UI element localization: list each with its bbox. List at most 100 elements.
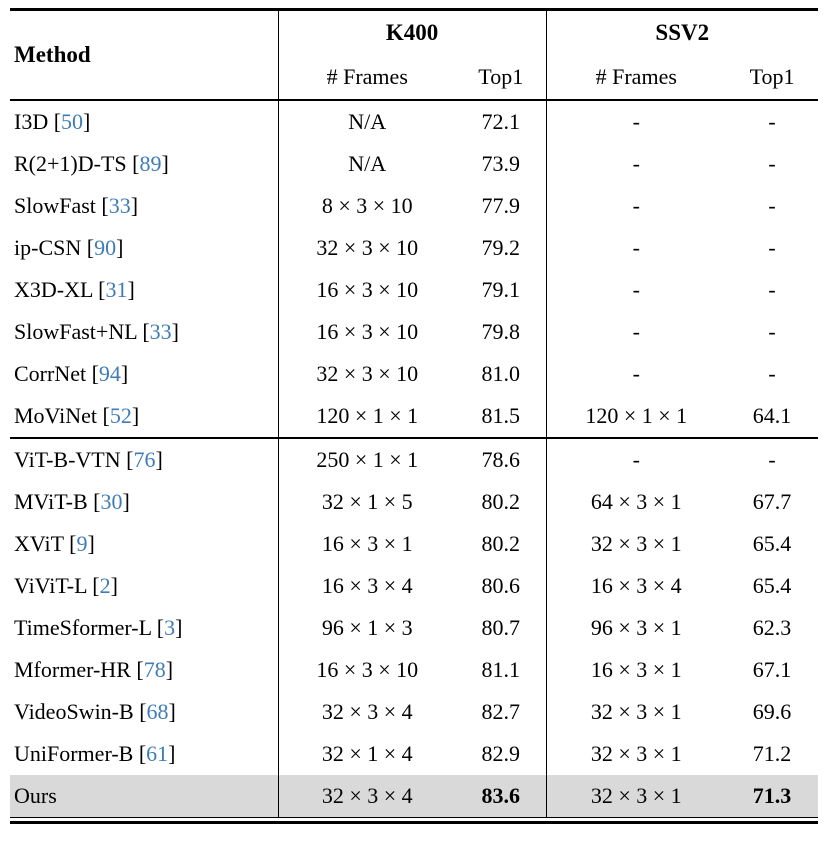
citation-link[interactable]: [94] — [92, 361, 129, 386]
ssv2-frames-cell: - — [545, 438, 727, 481]
ssv2-top1-cell: - — [768, 151, 776, 176]
k400-top1-cell: 81.5 — [481, 403, 521, 428]
method-cell: SlowFast [33] — [10, 185, 278, 227]
table-row: MoViNet [52] 120 × 1 × 1 81.5 120 × 1 × … — [10, 395, 818, 438]
ssv2-frames-cell: 32 × 3 × 1 — [545, 733, 727, 775]
citation-link[interactable]: [61] — [139, 741, 176, 766]
citation-close-bracket: ] — [87, 531, 95, 556]
citation-link[interactable]: [3] — [157, 615, 183, 640]
ssv2-top1-cell: - — [768, 447, 776, 472]
k400-frames-cell: 250 × 1 × 1 — [277, 438, 456, 481]
ssv2-top1-cell: - — [768, 109, 776, 134]
table-row: SlowFast+NL [33] 16 × 3 × 10 79.8 - - — [10, 311, 818, 353]
citation-link[interactable]: [52] — [103, 403, 140, 428]
citation-number: 68 — [146, 699, 169, 724]
k400-frames-cell: 32 × 3 × 10 — [277, 353, 456, 395]
ssv2-frames-cell: - — [545, 185, 727, 227]
citation-open-bracket: [ — [86, 235, 95, 260]
ssv2-frames-cell: - — [545, 100, 727, 143]
citation-link[interactable]: [9] — [69, 531, 95, 556]
citation-close-bracket: ] — [120, 361, 129, 386]
citation-link[interactable]: [33] — [142, 319, 179, 344]
k400-frames-cell: N/A — [277, 100, 456, 143]
ssv2-frames-cell: 16 × 3 × 1 — [545, 649, 727, 691]
ssv2-top1-header: Top1 — [749, 64, 795, 89]
citation-link[interactable]: [30] — [93, 489, 130, 514]
citation-number: 90 — [94, 235, 117, 260]
method-name: MViT-B — [14, 489, 88, 514]
citation-close-bracket: ] — [168, 699, 176, 724]
citation-close-bracket: ] — [110, 573, 118, 598]
citation-open-bracket: [ — [102, 403, 110, 428]
ssv2-frames-cell: - — [545, 353, 727, 395]
ssv2-top1-cell: 62.3 — [752, 615, 792, 640]
citation-link[interactable]: [76] — [126, 447, 163, 472]
citation-close-bracket: ] — [116, 235, 124, 260]
table-row: VideoSwin-B [68] 32 × 3 × 4 82.7 32 × 3 … — [10, 691, 818, 733]
k400-top1-cell: 79.2 — [481, 235, 521, 260]
citation-link[interactable]: [68] — [139, 699, 176, 724]
table-row: SlowFast [33] 8 × 3 × 10 77.9 - - — [10, 185, 818, 227]
method-name: ViT-B-VTN — [14, 447, 121, 472]
method-cell: CorrNet [94] — [10, 353, 278, 395]
citation-number: 61 — [146, 741, 169, 766]
citation-close-bracket: ] — [168, 741, 176, 766]
citation-number: 76 — [133, 447, 156, 472]
citation-open-bracket: [ — [136, 657, 144, 682]
k400-top1-cell: 80.7 — [481, 615, 521, 640]
ssv2-top1-cell: 69.6 — [752, 699, 792, 724]
method-name: ViViT-L — [14, 573, 87, 598]
ssv2-top1-cell: - — [768, 319, 776, 344]
method-name: UniFormer-B — [14, 741, 134, 766]
citation-link[interactable]: [50] — [54, 109, 91, 134]
citation-number: 31 — [105, 277, 128, 302]
citation-link[interactable]: [89] — [132, 151, 169, 176]
citation-open-bracket: [ — [53, 109, 62, 134]
k400-top1-cell: 79.1 — [481, 277, 521, 302]
ssv2-top1-cell: - — [768, 361, 776, 386]
k400-frames-cell: 32 × 3 × 4 — [277, 691, 456, 733]
method-name: MoViNet — [14, 403, 98, 428]
k400-frames-cell: 16 × 3 × 1 — [277, 523, 456, 565]
k400-top1-cell: 73.9 — [481, 151, 521, 176]
method-name: SlowFast — [14, 193, 96, 218]
citation-close-bracket: ] — [165, 657, 174, 682]
method-cell: ViViT-L [2] — [10, 565, 278, 607]
citation-link[interactable]: [33] — [101, 193, 138, 218]
citation-open-bracket: [ — [98, 277, 106, 302]
k400-frames-cell: 32 × 3 × 4 — [277, 775, 456, 818]
citation-number: 33 — [149, 319, 172, 344]
ssv2-frames-cell: - — [545, 311, 727, 353]
citation-link[interactable]: [78] — [136, 657, 173, 682]
ssv2-frames-cell: 16 × 3 × 4 — [545, 565, 727, 607]
citation-number: 9 — [76, 531, 88, 556]
k400-top1-cell: 79.8 — [481, 319, 521, 344]
citation-open-bracket: [ — [69, 531, 77, 556]
results-table: Method K400 SSV2 # Frames Top1 # Frames … — [10, 8, 819, 818]
method-name: XViT — [14, 531, 64, 556]
method-cell: ViT-B-VTN [76] — [10, 438, 278, 481]
method-cell: R(2+1)D-TS [89] — [10, 143, 278, 185]
k400-top1-cell: 80.2 — [481, 531, 521, 556]
citation-close-bracket: ] — [131, 403, 140, 428]
table-row: MViT-B [30] 32 × 1 × 5 80.2 64 × 3 × 1 6… — [10, 481, 818, 523]
header-row-groups: Method K400 SSV2 — [10, 9, 819, 67]
table-row: XViT [9] 16 × 3 × 1 80.2 32 × 3 × 1 65.4 — [10, 523, 818, 565]
k400-frames-cell: 32 × 3 × 10 — [277, 227, 456, 269]
citation-link[interactable]: [90] — [87, 235, 124, 260]
table-row: UniFormer-B [61] 32 × 1 × 4 82.9 32 × 3 … — [10, 733, 818, 775]
citation-open-bracket: [ — [138, 741, 147, 766]
method-cell: Mformer-HR [78] — [10, 649, 278, 691]
citation-number: 52 — [109, 403, 132, 428]
method-cell: UniFormer-B [61] — [10, 733, 278, 775]
citation-link[interactable]: [2] — [92, 573, 118, 598]
citation-open-bracket: [ — [142, 319, 150, 344]
ssv2-frames-cell: 64 × 3 × 1 — [545, 481, 727, 523]
citation-link[interactable]: [31] — [98, 277, 135, 302]
table-row: I3D [50] N/A 72.1 - - — [10, 100, 818, 143]
citation-open-bracket: [ — [126, 447, 134, 472]
method-name: R(2+1)D-TS — [14, 151, 127, 176]
method-cell: X3D-XL [31] — [10, 269, 278, 311]
k400-frames-cell: 8 × 3 × 10 — [277, 185, 456, 227]
method-name: TimeSformer-L — [14, 615, 152, 640]
